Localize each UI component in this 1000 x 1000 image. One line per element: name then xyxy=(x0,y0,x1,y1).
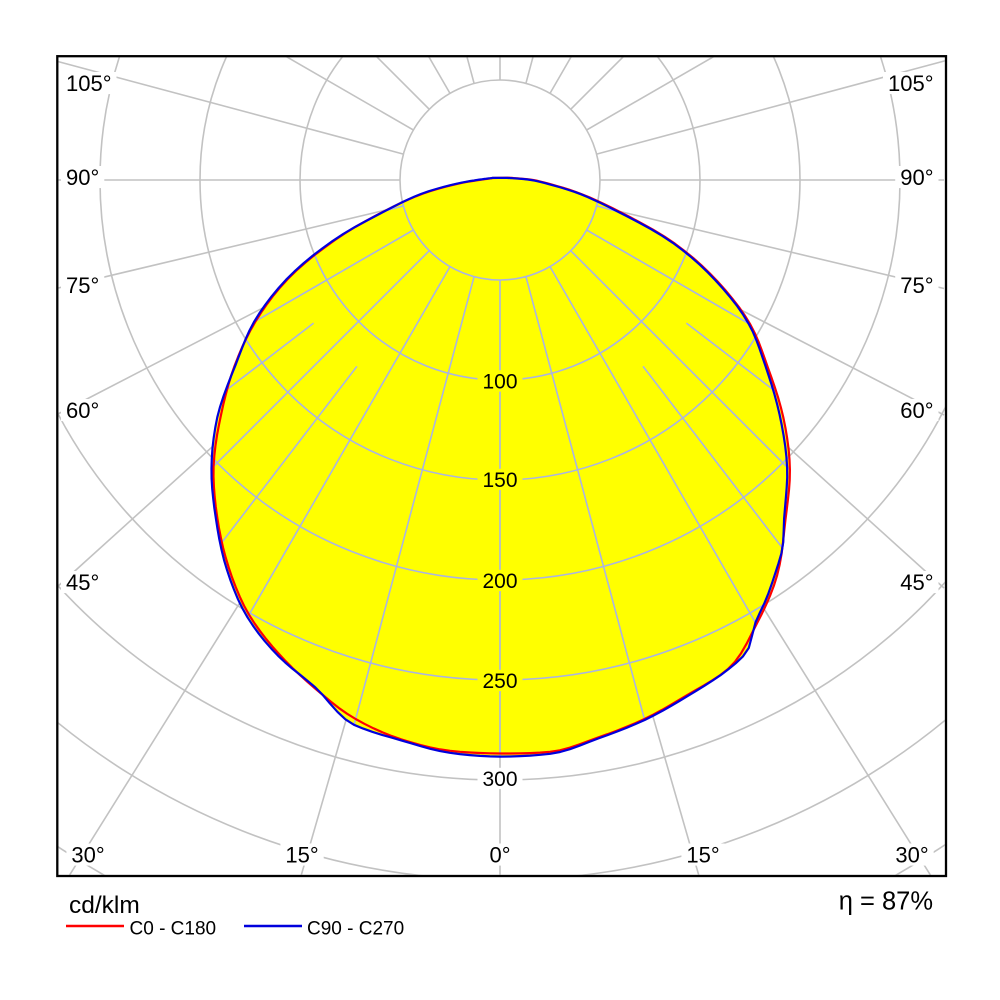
svg-text:60°: 60° xyxy=(900,398,933,423)
svg-text:0°: 0° xyxy=(489,843,510,868)
svg-text:η = 87%: η = 87% xyxy=(839,888,933,916)
svg-text:300: 300 xyxy=(482,768,517,791)
svg-text:15°: 15° xyxy=(285,843,318,868)
svg-text:75°: 75° xyxy=(66,273,99,298)
svg-text:C90 - C270: C90 - C270 xyxy=(307,918,404,939)
svg-text:100: 100 xyxy=(482,371,517,394)
svg-text:150: 150 xyxy=(482,469,517,492)
svg-text:90°: 90° xyxy=(66,165,99,190)
svg-text:15°: 15° xyxy=(686,843,719,868)
svg-text:60°: 60° xyxy=(66,398,99,423)
svg-text:105°: 105° xyxy=(888,71,934,96)
svg-text:75°: 75° xyxy=(900,273,933,298)
svg-text:C0 - C180: C0 - C180 xyxy=(130,918,217,939)
svg-text:250: 250 xyxy=(482,670,517,693)
svg-text:45°: 45° xyxy=(66,570,99,595)
svg-text:30°: 30° xyxy=(71,843,104,868)
svg-text:30°: 30° xyxy=(895,843,928,868)
svg-text:105°: 105° xyxy=(66,71,112,96)
svg-text:45°: 45° xyxy=(900,570,933,595)
svg-text:cd/klm: cd/klm xyxy=(69,892,140,919)
svg-text:90°: 90° xyxy=(900,165,933,190)
svg-text:200: 200 xyxy=(482,570,517,593)
